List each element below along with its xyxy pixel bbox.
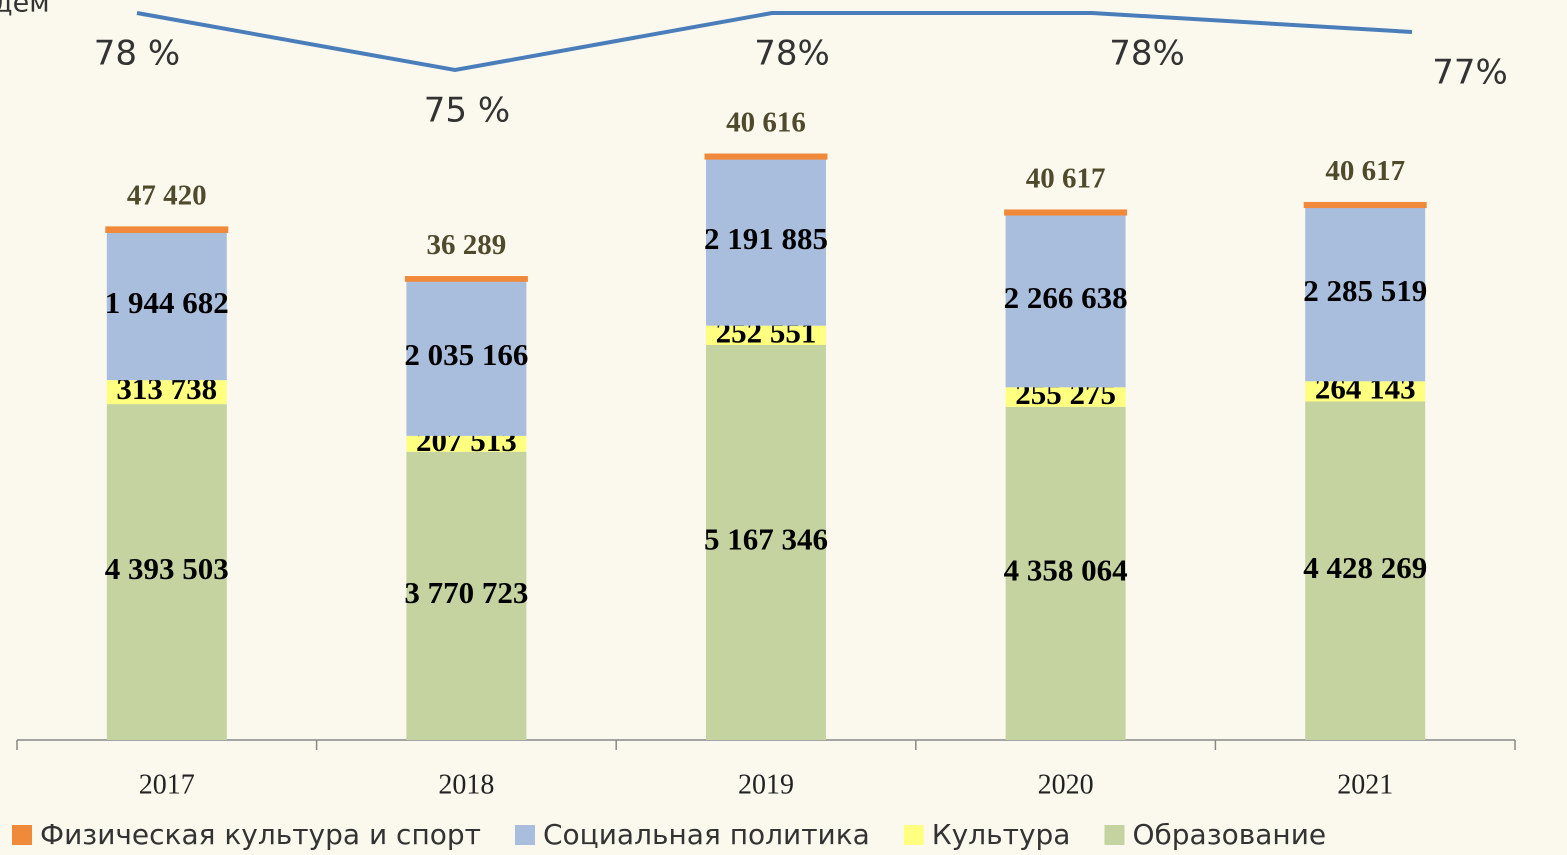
- bar-segment: [106, 231, 227, 381]
- legend-marker: [12, 825, 32, 845]
- legend-marker: [514, 825, 535, 845]
- x-tick-label: 2018: [438, 769, 494, 800]
- data-label: 2 266 638: [1004, 280, 1128, 315]
- bar-segment: [1305, 401, 1426, 740]
- data-label: 4 428 269: [1303, 550, 1427, 585]
- bar-segment: [406, 435, 527, 452]
- line-label: 78 %: [94, 34, 180, 74]
- bar-segment: [406, 451, 527, 740]
- annotation: дем: [0, 0, 50, 19]
- line-label: 77%: [1432, 53, 1508, 93]
- bar-segment: [706, 158, 826, 326]
- data-label: 2 285 519: [1303, 273, 1427, 308]
- bar-segment: [106, 404, 227, 740]
- bar-segment: [1005, 406, 1126, 740]
- line-label: 78%: [754, 34, 830, 74]
- legend-marker: [903, 825, 924, 845]
- x-tick-label: 2020: [1038, 769, 1094, 800]
- data-label: 36 289: [427, 229, 507, 261]
- data-label: 40 617: [1026, 163, 1106, 195]
- data-label: 2 191 885: [704, 221, 828, 256]
- bar-segment: [1305, 206, 1426, 382]
- x-tick-label: 2021: [1337, 769, 1393, 800]
- bar-segment: [1303, 201, 1427, 209]
- data-label: 5 167 346: [704, 522, 828, 557]
- bar-segment: [704, 153, 828, 160]
- data-label: 4 393 503: [105, 551, 229, 586]
- bar-segment: [706, 344, 826, 740]
- bar-segment: [406, 280, 527, 436]
- legend-label: Образование: [1132, 818, 1326, 851]
- data-label: 47 420: [127, 180, 207, 212]
- bar-segment: [1005, 214, 1126, 388]
- legend-label: Социальная политика: [543, 818, 870, 851]
- line-label: 75 %: [424, 91, 510, 131]
- bar-segment: [1004, 209, 1128, 216]
- line-series: [136, 11, 1413, 73]
- bar-segment: [105, 226, 229, 233]
- legend-label: Физическая культура и спорт: [40, 818, 481, 851]
- data-label: 40 617: [1325, 155, 1405, 187]
- data-label: 1 944 682: [105, 285, 229, 320]
- data-label: 3 770 723: [404, 575, 528, 610]
- bar-segment: [404, 276, 528, 282]
- bar-segment: [106, 380, 227, 405]
- bar-segment: [1005, 387, 1126, 407]
- line-label: 78%: [1109, 34, 1185, 74]
- data-label: 4 358 064: [1004, 553, 1128, 588]
- legend-marker: [1104, 825, 1125, 845]
- data-label: 40 616: [726, 107, 806, 139]
- x-tick-label: 2017: [139, 769, 195, 800]
- x-tick-label: 2019: [738, 769, 794, 800]
- data-label: 2 035 166: [404, 337, 528, 372]
- legend-label: Культура: [932, 818, 1071, 851]
- bar-segment: [1305, 381, 1426, 402]
- bar-segment: [706, 325, 826, 345]
